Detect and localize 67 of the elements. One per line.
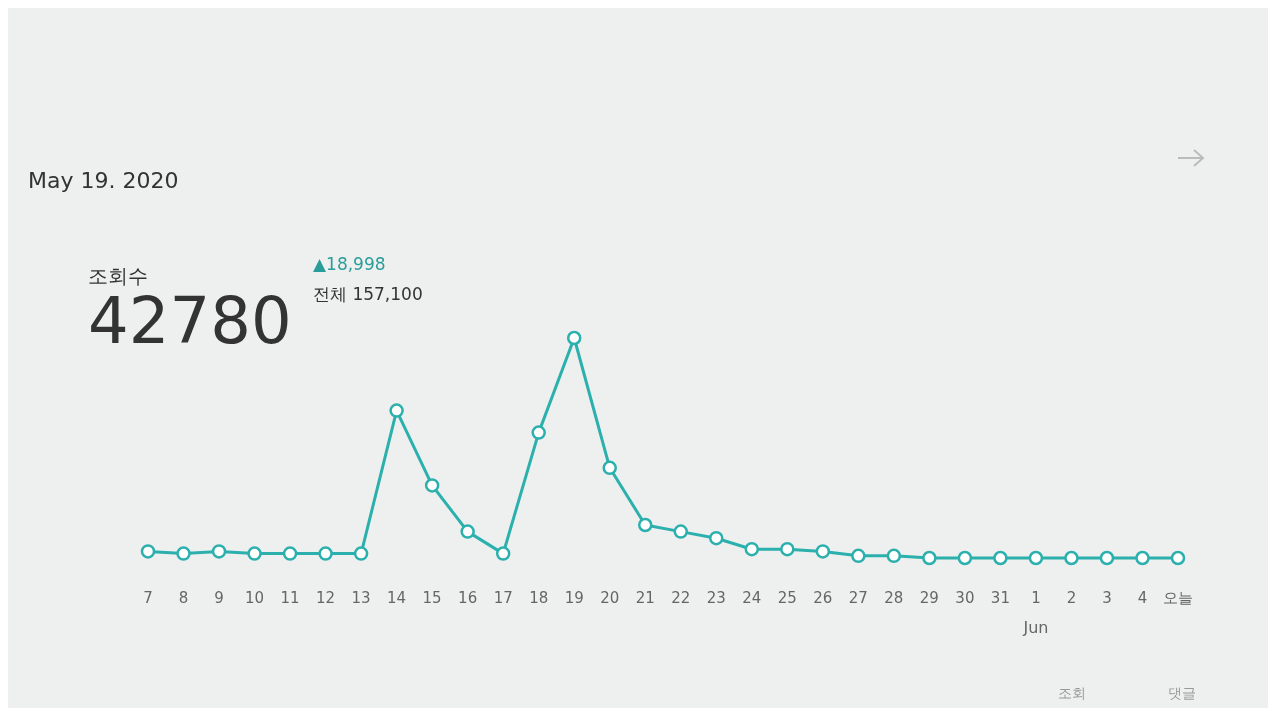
point xyxy=(1064,550,1079,566)
x-tick-label: 25 xyxy=(777,589,797,607)
x-tick-label: 21 xyxy=(635,589,655,607)
x-tick-label: 8 xyxy=(178,589,189,607)
x-tick-label: 4 xyxy=(1137,589,1148,607)
point xyxy=(460,524,475,539)
text: Jun xyxy=(1022,618,1049,637)
point xyxy=(851,548,866,564)
x-tick-label: 31 xyxy=(990,589,1010,607)
x-tick-label: 15 xyxy=(422,589,442,607)
point xyxy=(709,530,724,546)
point xyxy=(389,403,404,418)
point xyxy=(744,541,760,557)
x-tick-label: 10 xyxy=(245,589,265,607)
chart-title: May 19. 2020 xyxy=(28,168,179,193)
x-tick-label: 1 xyxy=(1031,589,1041,607)
x-tick-label: 2 xyxy=(1066,589,1077,607)
text: 전체 157,100 xyxy=(313,284,423,304)
point xyxy=(993,550,1008,566)
point xyxy=(1028,550,1044,566)
text: ▲18,998 xyxy=(313,254,386,274)
text: 조회수 xyxy=(88,264,148,288)
point xyxy=(922,550,937,566)
point xyxy=(1135,550,1150,566)
x-tick-label: 20 xyxy=(600,589,620,607)
point xyxy=(1170,550,1186,566)
x-tick-label: 9 xyxy=(214,589,224,607)
point xyxy=(353,546,369,561)
point xyxy=(424,478,440,493)
point xyxy=(815,544,831,559)
point xyxy=(282,546,298,561)
point xyxy=(673,524,689,539)
x-tick-label: 3 xyxy=(1102,589,1112,607)
x-tick-label: 18 xyxy=(529,589,549,607)
point xyxy=(176,546,191,561)
x-tick-label: 28 xyxy=(884,589,904,607)
x-tick-label: 12 xyxy=(316,589,336,607)
point xyxy=(495,546,511,561)
x-tick-label: 27 xyxy=(848,589,868,607)
x-tick-label: 24 xyxy=(742,589,762,607)
x-tick-label: 19 xyxy=(564,589,584,607)
x-tick-label: 11 xyxy=(280,589,300,607)
x-tick-label: 29 xyxy=(919,589,939,607)
x-tick-label: 오늘 xyxy=(1163,589,1193,607)
point xyxy=(1099,550,1115,566)
point xyxy=(318,546,333,561)
point xyxy=(780,541,795,557)
x-tick-label: 13 xyxy=(351,589,371,607)
point xyxy=(531,425,546,440)
x-tick-label: 23 xyxy=(706,589,726,607)
x-tick-label: 16 xyxy=(458,589,478,607)
point xyxy=(140,544,156,559)
x-tick-label: 26 xyxy=(813,589,833,607)
point xyxy=(247,546,262,561)
point xyxy=(566,330,582,346)
text: 댓글 xyxy=(1168,685,1196,701)
x-tick-label: 7 xyxy=(143,589,153,607)
text: 조회 xyxy=(1058,685,1086,701)
point xyxy=(211,544,227,559)
point xyxy=(957,550,973,566)
x-tick-label: 22 xyxy=(671,589,691,607)
point xyxy=(602,460,617,476)
x-tick-label: 14 xyxy=(387,589,407,607)
x-tick-label: 17 xyxy=(493,589,513,607)
point xyxy=(637,517,653,533)
point xyxy=(886,548,902,564)
x-tick-label: 30 xyxy=(955,589,975,607)
